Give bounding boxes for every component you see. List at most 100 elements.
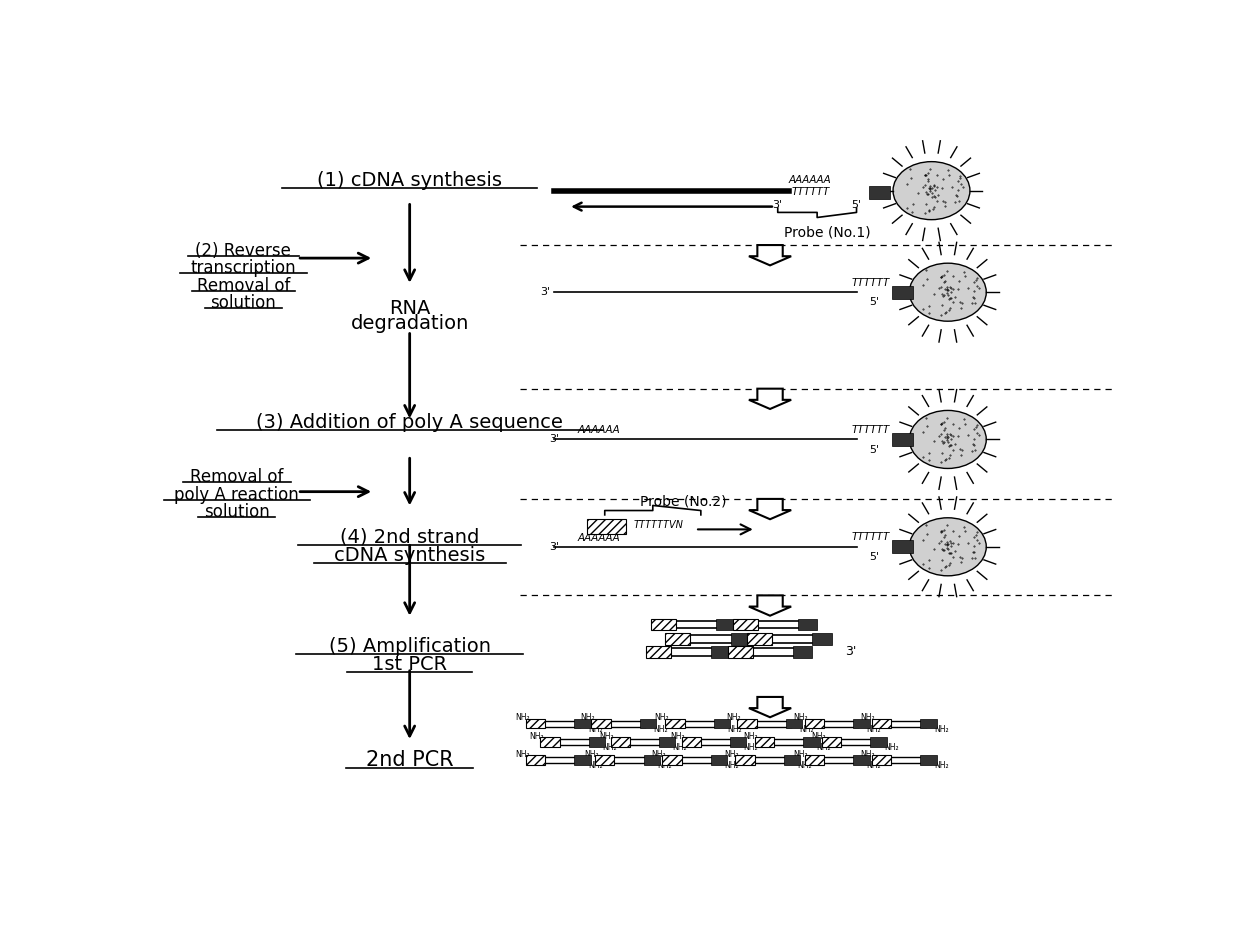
FancyBboxPatch shape [658, 738, 676, 747]
FancyBboxPatch shape [682, 738, 701, 747]
Text: transcription: transcription [191, 259, 296, 277]
FancyBboxPatch shape [797, 619, 817, 630]
Text: AAAAAA: AAAAAA [578, 533, 620, 544]
Text: NH₂: NH₂ [653, 725, 668, 734]
FancyBboxPatch shape [589, 738, 605, 747]
FancyBboxPatch shape [892, 541, 913, 553]
Text: NH₂: NH₂ [867, 725, 882, 734]
Circle shape [909, 411, 986, 468]
FancyBboxPatch shape [646, 646, 671, 658]
Text: NH₂: NH₂ [655, 713, 668, 723]
Text: 5': 5' [869, 298, 879, 307]
FancyBboxPatch shape [526, 719, 546, 728]
Text: NH₂: NH₂ [515, 750, 529, 758]
Circle shape [909, 518, 986, 576]
FancyBboxPatch shape [812, 633, 832, 644]
Text: 3': 3' [549, 542, 559, 552]
FancyBboxPatch shape [666, 633, 691, 644]
Text: NH₂: NH₂ [727, 713, 740, 723]
Text: Removal of: Removal of [197, 277, 290, 295]
Text: NH₂: NH₂ [580, 713, 595, 723]
FancyBboxPatch shape [730, 633, 750, 644]
FancyBboxPatch shape [730, 738, 746, 747]
FancyBboxPatch shape [853, 719, 869, 728]
FancyBboxPatch shape [892, 433, 913, 446]
Text: NH₂: NH₂ [811, 732, 826, 740]
Text: 2nd PCR: 2nd PCR [366, 750, 454, 770]
Text: TTTTTT: TTTTTT [791, 187, 830, 197]
Text: NH₂: NH₂ [671, 732, 684, 740]
FancyBboxPatch shape [595, 755, 614, 765]
Text: 5': 5' [869, 552, 879, 562]
Text: NH₂: NH₂ [515, 713, 529, 723]
Text: NH₂: NH₂ [744, 732, 758, 740]
FancyBboxPatch shape [526, 755, 546, 765]
Text: NH₂: NH₂ [934, 725, 949, 734]
FancyBboxPatch shape [746, 633, 773, 644]
Text: AAAAAA: AAAAAA [789, 175, 832, 186]
Text: NH₂: NH₂ [884, 743, 899, 753]
Text: NH₂: NH₂ [584, 750, 599, 758]
Text: solution: solution [203, 503, 269, 521]
Text: NH₂: NH₂ [651, 750, 666, 758]
Text: NH₂: NH₂ [934, 761, 949, 771]
FancyBboxPatch shape [892, 285, 913, 299]
FancyBboxPatch shape [662, 755, 682, 765]
Text: degradation: degradation [351, 314, 469, 333]
Text: NH₂: NH₂ [724, 761, 739, 771]
Text: (4) 2nd strand: (4) 2nd strand [340, 528, 480, 547]
FancyBboxPatch shape [591, 719, 610, 728]
Text: 3': 3' [541, 287, 551, 297]
FancyBboxPatch shape [728, 646, 753, 658]
FancyBboxPatch shape [853, 755, 869, 765]
Text: TTTTTT: TTTTTT [852, 278, 890, 287]
FancyBboxPatch shape [755, 738, 774, 747]
Text: NH₂: NH₂ [727, 725, 742, 734]
Polygon shape [749, 389, 791, 409]
Text: solution: solution [211, 294, 277, 312]
Text: NH₂: NH₂ [529, 732, 544, 740]
Polygon shape [749, 245, 791, 266]
Text: 3': 3' [549, 434, 559, 445]
FancyBboxPatch shape [574, 719, 590, 728]
FancyBboxPatch shape [735, 755, 755, 765]
Polygon shape [749, 595, 791, 616]
FancyBboxPatch shape [870, 738, 887, 747]
Circle shape [893, 162, 970, 219]
Text: (2) Reverse: (2) Reverse [196, 242, 291, 260]
Text: 1st PCR: 1st PCR [372, 655, 448, 674]
Text: NH₂: NH₂ [657, 761, 672, 771]
Text: AAAAAA: AAAAAA [578, 425, 620, 435]
Text: poly A reaction: poly A reaction [175, 485, 299, 504]
Text: NH₂: NH₂ [800, 725, 813, 734]
Text: RNA: RNA [389, 300, 430, 318]
Text: TTTTTTVN: TTTTTTVN [634, 520, 683, 530]
FancyBboxPatch shape [712, 646, 730, 658]
FancyBboxPatch shape [574, 755, 590, 765]
Text: Probe (No.2): Probe (No.2) [640, 495, 727, 509]
FancyBboxPatch shape [644, 755, 660, 765]
Text: Probe (No.1): Probe (No.1) [785, 226, 870, 239]
FancyBboxPatch shape [784, 755, 800, 765]
FancyBboxPatch shape [822, 738, 841, 747]
Text: NH₂: NH₂ [744, 743, 758, 753]
FancyBboxPatch shape [794, 646, 812, 658]
FancyBboxPatch shape [717, 619, 735, 630]
Text: NH₂: NH₂ [797, 761, 812, 771]
FancyBboxPatch shape [786, 719, 802, 728]
FancyBboxPatch shape [805, 755, 823, 765]
Text: 3': 3' [844, 644, 857, 658]
FancyBboxPatch shape [640, 719, 656, 728]
Text: 3': 3' [773, 200, 782, 210]
FancyBboxPatch shape [920, 719, 936, 728]
Text: NH₂: NH₂ [867, 761, 882, 771]
FancyBboxPatch shape [651, 619, 676, 630]
Text: NH₂: NH₂ [861, 713, 875, 723]
Text: NH₂: NH₂ [724, 750, 739, 758]
Text: NH₂: NH₂ [588, 725, 603, 734]
FancyBboxPatch shape [588, 519, 626, 534]
FancyBboxPatch shape [869, 186, 890, 199]
Text: NH₂: NH₂ [794, 750, 808, 758]
Text: 5': 5' [869, 445, 879, 455]
Text: NH₂: NH₂ [588, 761, 603, 771]
